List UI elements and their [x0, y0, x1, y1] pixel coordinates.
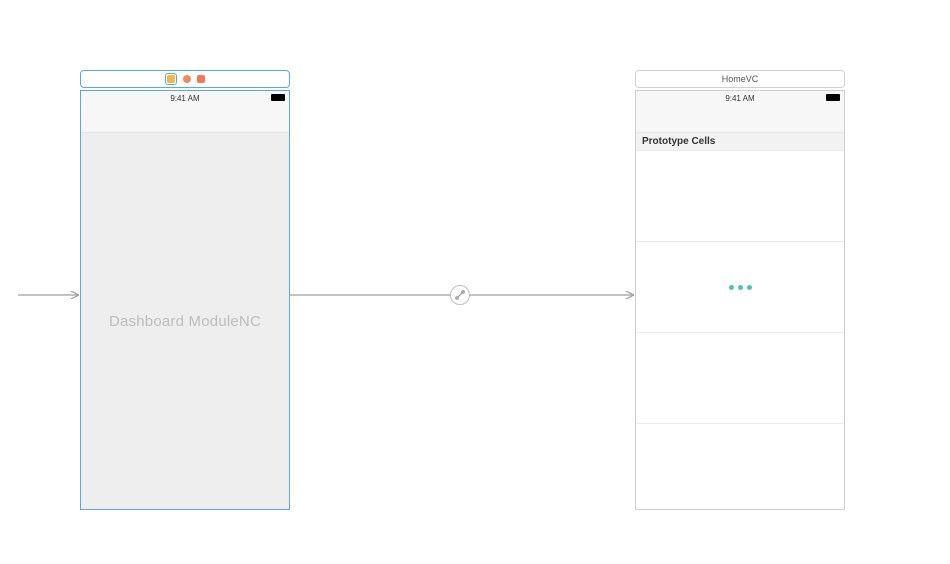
placeholder-label: Dashboard ModuleNC: [109, 313, 261, 330]
table-cell[interactable]: [636, 151, 844, 242]
table-cell[interactable]: [636, 424, 844, 510]
nav-bar: [81, 105, 289, 133]
scene2-titlebar[interactable]: HomeVC: [635, 70, 845, 88]
exit-icon: [197, 75, 205, 83]
titlebar-icons: [165, 73, 205, 85]
scene2-frame[interactable]: 9:41 AM Prototype Cells: [635, 90, 845, 510]
scene1-titlebar[interactable]: [80, 70, 290, 88]
battery-icon: [271, 94, 285, 101]
status-bar: 9:41 AM: [81, 91, 289, 105]
scene2-title: HomeVC: [722, 74, 759, 84]
status-time: 9:41 AM: [170, 94, 199, 103]
prototype-cells-header: Prototype Cells: [636, 133, 844, 151]
scene1-frame[interactable]: 9:41 AM Dashboard ModuleNC: [80, 90, 290, 510]
segue-icon: [450, 285, 470, 305]
nav-bar: [636, 105, 844, 133]
scene-homevc[interactable]: HomeVC 9:41 AM Prototype Cells: [635, 70, 845, 510]
scene-dashboard[interactable]: 9:41 AM Dashboard ModuleNC: [80, 70, 290, 510]
scene1-content: Dashboard ModuleNC: [81, 133, 289, 509]
status-bar: 9:41 AM: [636, 91, 844, 105]
first-responder-icon: [183, 75, 191, 83]
page-control-icon: [729, 285, 752, 290]
scene2-content: Prototype Cells: [636, 133, 844, 509]
table-cell[interactable]: [636, 333, 844, 424]
battery-icon: [826, 94, 840, 101]
table-cell[interactable]: [636, 242, 844, 333]
status-time: 9:41 AM: [725, 94, 754, 103]
nav-controller-icon: [165, 73, 177, 85]
